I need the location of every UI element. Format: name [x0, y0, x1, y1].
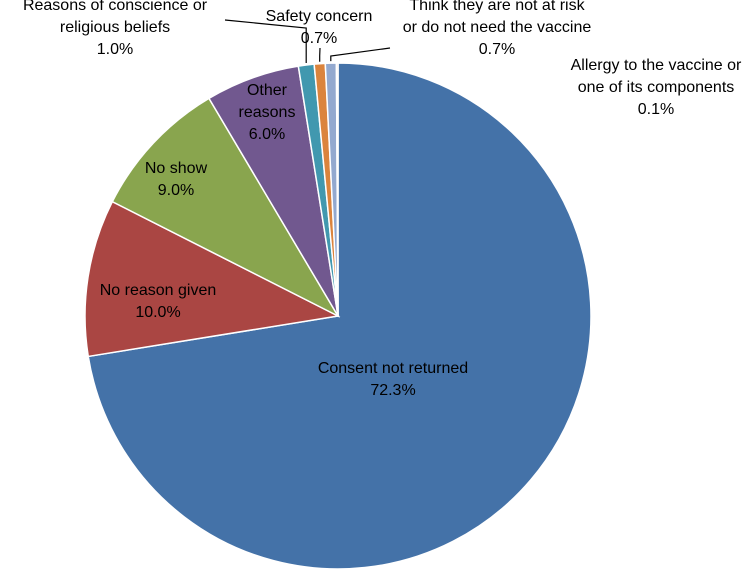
pie-slice-2 — [111, 97, 340, 318]
pie-slices — [84, 62, 592, 570]
slice-label-3: Other reasons 6.0% — [239, 82, 296, 143]
slice-label-2: No show 9.0% — [145, 160, 208, 199]
slice-label-5: Safety concern 0.7% — [266, 8, 373, 47]
leader-lines — [224, 19, 391, 63]
slice-label-7: Allergy to the vaccine or one of its comp… — [571, 57, 742, 118]
slice-label-4: Reasons of conscience or religious belief… — [23, 0, 208, 58]
leader-line-4 — [224, 19, 307, 63]
pie-slice-7 — [335, 62, 339, 317]
pie-slice-1 — [84, 200, 341, 358]
slice-label-6: Think they are not at risk or do not need… — [403, 0, 592, 58]
slice-label-1: No reason given 10.0% — [100, 282, 217, 321]
slice-labels: Consent not returned 72.3% No reason given… — [23, 0, 742, 399]
slice-label-0: Consent not returned 72.3% — [318, 360, 468, 399]
leader-line-6 — [330, 47, 391, 62]
